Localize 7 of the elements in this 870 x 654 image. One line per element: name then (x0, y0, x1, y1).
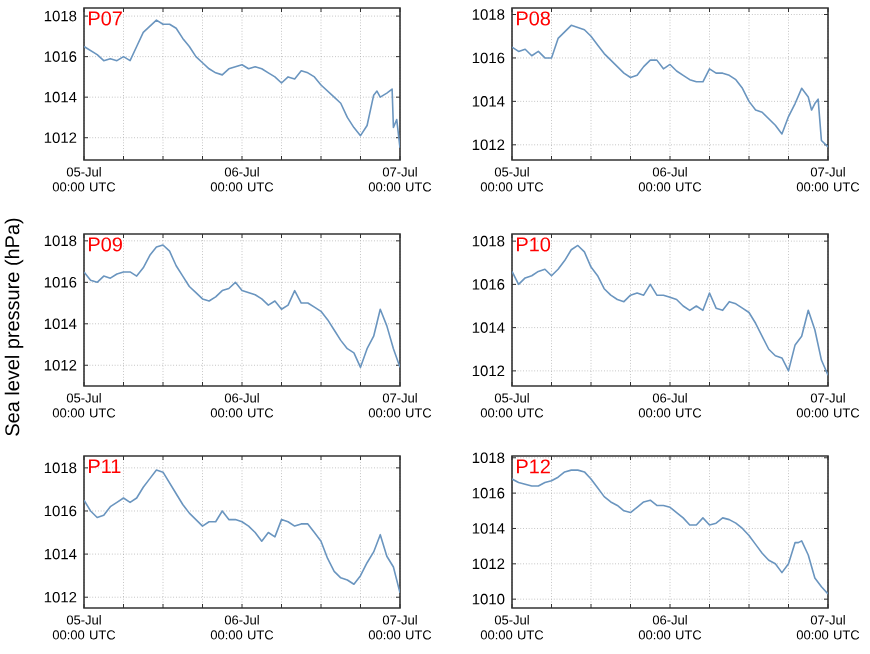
chart-title: P07 (89, 11, 122, 26)
chart-title: P10 (517, 237, 551, 252)
chart-title: P12 (517, 459, 550, 474)
y-axis-title: Sea level pressure (hPa) (4, 218, 24, 436)
chart-title: P11 (89, 459, 121, 474)
chart-title: P08 (517, 11, 550, 26)
chart-title: P09 (89, 237, 122, 252)
